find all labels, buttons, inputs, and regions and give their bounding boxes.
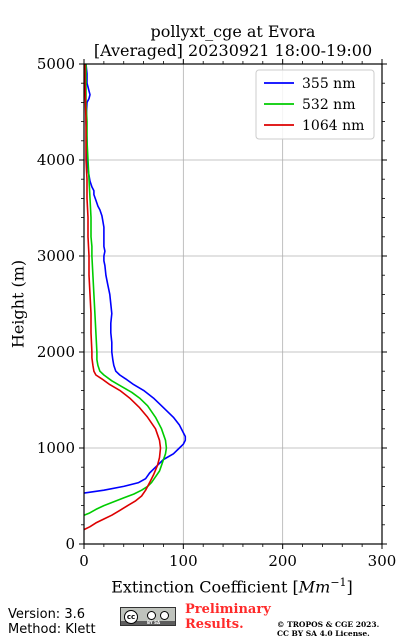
x-axis-label-exponent: −1 xyxy=(330,576,347,589)
legend: 355 nm 532 nm 1064 nm xyxy=(255,69,375,140)
preliminary-line1: Preliminary xyxy=(185,602,271,617)
copyright-line1: © TROPOS & CGE 2023. xyxy=(277,620,380,629)
y-tick-label: 0 xyxy=(65,535,75,553)
preliminary-line2: Results. xyxy=(185,617,244,632)
by-icon xyxy=(147,611,156,620)
copyright-line2: CC BY SA 4.0 License. xyxy=(277,629,370,638)
chart-title-line1: pollyxt_cge at Evora xyxy=(150,22,316,41)
legend-label: 355 nm xyxy=(302,76,355,92)
y-tick-label: 3000 xyxy=(37,247,75,265)
series-line-532-nm xyxy=(83,64,168,516)
x-axis-label-text: Extinction Coefficient [ xyxy=(111,577,299,597)
axis-ticks xyxy=(79,59,387,549)
plot-frame xyxy=(83,63,383,545)
method-text: Method: Klett xyxy=(8,622,96,637)
x-axis-label: Extinction Coefficient [Mm−1] xyxy=(84,576,380,596)
y-tick-label: 4000 xyxy=(37,151,75,169)
cc-badge-small-text: BY SA xyxy=(147,620,161,625)
x-tick-label: 200 xyxy=(268,552,297,570)
y-axis-label: Height (m) xyxy=(8,259,28,349)
y-tick-label: 1000 xyxy=(37,439,75,457)
series-line-355-nm xyxy=(83,63,187,494)
y-tick-label: 2000 xyxy=(37,343,75,361)
x-tick-label: 0 xyxy=(79,552,89,570)
copyright-notice: © TROPOS & CGE 2023. CC BY SA 4.0 Licens… xyxy=(277,620,379,638)
grid-lines xyxy=(84,64,382,544)
sa-icon xyxy=(160,611,169,620)
cc-logo-icon: cc xyxy=(124,610,138,624)
legend-label: 1064 nm xyxy=(302,118,364,134)
legend-box xyxy=(255,69,375,140)
x-axis-label-close: ] xyxy=(346,577,353,597)
preliminary-notice: Preliminary Results. xyxy=(185,602,271,632)
x-tick-label: 300 xyxy=(368,552,397,570)
legend-label: 532 nm xyxy=(302,97,355,113)
series-lines xyxy=(83,63,187,531)
version-text: Version: 3.6 xyxy=(8,607,85,622)
x-axis-label-unit: Mm xyxy=(298,577,331,597)
series-line-1064-nm xyxy=(83,64,162,531)
cc-license-badge: cc BY SA xyxy=(120,607,176,626)
y-tick-label: 5000 xyxy=(37,55,75,73)
x-tick-label: 100 xyxy=(169,552,198,570)
chart-title-line2: [Averaged] 20230921 18:00-19:00 xyxy=(93,41,373,60)
